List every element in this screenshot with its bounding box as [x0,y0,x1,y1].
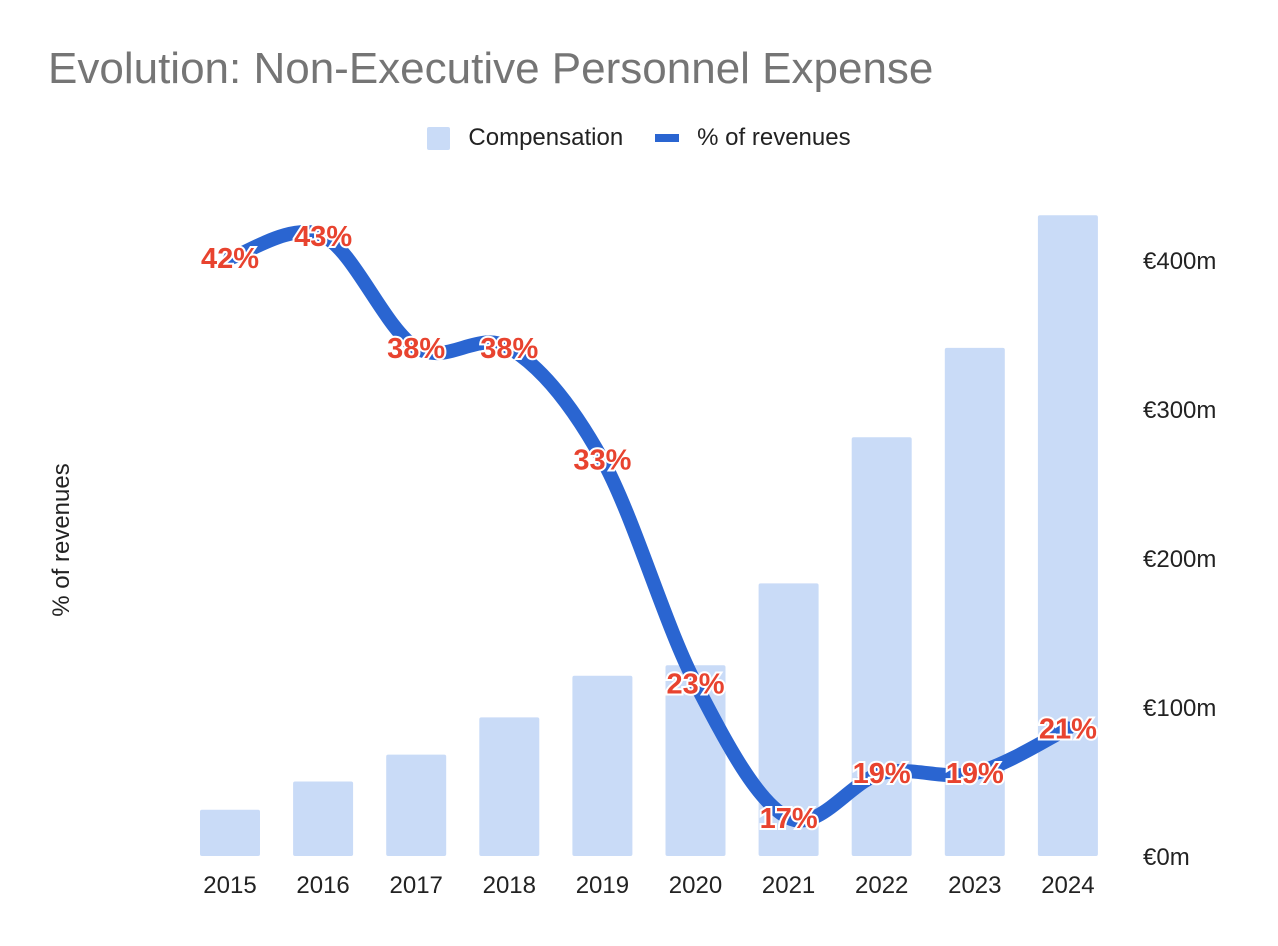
x-tick-label: 2023 [948,872,1001,899]
line-percent-of-revenues [223,225,1075,828]
bar-2017 [386,754,447,856]
legend-swatch-line [655,134,680,142]
bar-2018 [479,717,540,856]
legend-item-percent-revenues[interactable]: % of revenues [655,124,851,152]
data-label-2021: 17% [760,803,818,835]
legend-item-compensation[interactable]: Compensation [427,124,623,152]
legend-swatch-bar [427,126,451,150]
x-tick-label: 2019 [576,872,629,899]
data-label-2016: 43% [294,221,352,253]
y2-tick-label: €400m [1143,248,1216,275]
y2-tick-label: €200m [1143,546,1216,573]
legend-label: Compensation [468,124,624,151]
legend: Compensation % of revenues [0,124,1278,152]
y2-tick-label: €300m [1143,397,1216,424]
legend-label: % of revenues [697,124,851,151]
data-label-2023: 19% [946,758,1004,790]
x-tick-label: 2020 [669,872,722,899]
x-tick-label: 2018 [483,872,536,899]
x-tick-label: 2016 [296,872,349,899]
data-label-2022: 19% [853,758,911,790]
y2-tick-label: €100m [1143,695,1216,722]
bar-2016 [293,781,354,856]
data-label-2020: 23% [666,669,724,701]
x-tick-label: 2015 [203,872,256,899]
x-tick-label: 2021 [762,872,815,899]
data-label-2015: 42% [201,243,259,275]
chart-title: Evolution: Non-Executive Personnel Expen… [48,44,934,93]
x-tick-label: 2017 [390,872,443,899]
bar-2024 [1037,215,1098,857]
bar-2023 [944,347,1005,856]
bar-2019 [572,675,633,856]
bar-2021 [758,583,819,856]
data-label-2019: 33% [573,445,631,477]
bar-2022 [851,437,912,856]
data-label-2018: 38% [480,333,538,365]
data-label-2017: 38% [387,333,445,365]
x-tick-label: 2024 [1041,872,1094,899]
bar-2015 [200,809,260,856]
x-tick-label: 2022 [855,872,908,899]
data-label-2024: 21% [1039,713,1097,745]
y2-tick-label: €0m [1143,844,1190,871]
